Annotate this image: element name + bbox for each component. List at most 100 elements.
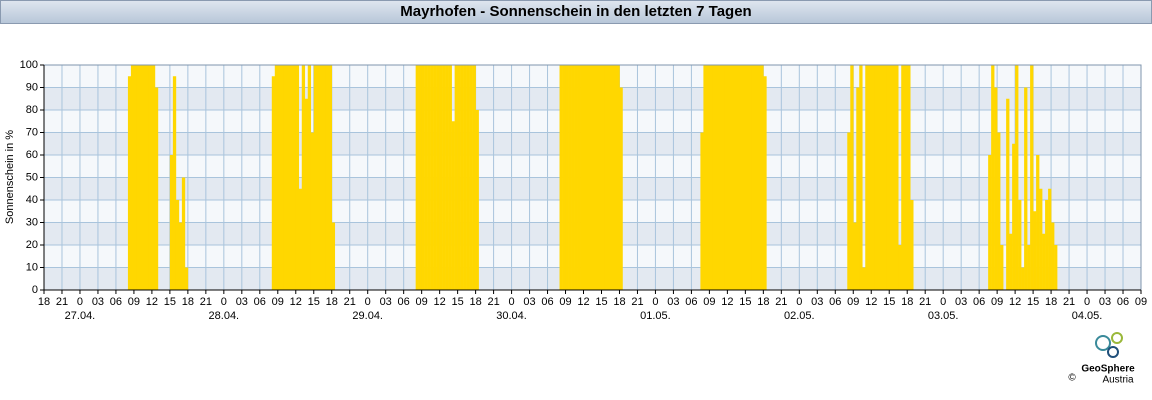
logo-icon — [1111, 332, 1123, 344]
x-tick-label: 12 — [577, 296, 589, 308]
x-tick-label: 06 — [685, 296, 697, 308]
bar — [613, 65, 617, 290]
x-tick-label: 09 — [559, 296, 571, 308]
bar — [421, 65, 425, 290]
bar — [610, 65, 614, 290]
bar — [598, 65, 602, 290]
x-tick-label: 18 — [757, 296, 769, 308]
x-tick-label: 09 — [847, 296, 859, 308]
y-tick-label: 90 — [26, 81, 38, 93]
bar — [601, 65, 605, 290]
bar — [181, 177, 186, 290]
x-tick-label: 0 — [221, 296, 227, 308]
bar — [721, 65, 725, 290]
bar — [988, 155, 992, 290]
y-tick-label: 80 — [26, 104, 38, 116]
bar — [616, 65, 620, 290]
bar — [904, 65, 908, 290]
bar — [280, 65, 285, 290]
bar — [589, 65, 593, 290]
bar — [436, 65, 440, 290]
y-tick-label: 100 — [20, 59, 38, 71]
bar — [1021, 267, 1025, 290]
y-tick-label: 60 — [26, 149, 38, 161]
bar — [727, 65, 731, 290]
bar — [730, 65, 734, 290]
bar — [619, 87, 623, 290]
bar — [898, 245, 902, 290]
bar — [874, 65, 878, 290]
y-tick-label: 50 — [26, 171, 38, 183]
bar — [445, 65, 449, 290]
bar — [604, 65, 608, 290]
bar — [880, 65, 884, 290]
bar — [760, 65, 764, 290]
bar — [1018, 200, 1022, 290]
bar — [1012, 143, 1016, 290]
x-tick-label: 12 — [865, 296, 877, 308]
bar — [169, 155, 174, 290]
bar — [991, 65, 995, 290]
x-tick-label: 09 — [272, 296, 284, 308]
x-tick-label: 06 — [829, 296, 841, 308]
bar — [418, 65, 422, 290]
bar — [304, 98, 309, 290]
x-tick-label: 12 — [1009, 296, 1021, 308]
logo-icon — [1095, 335, 1111, 351]
x-tick-label: 21 — [1063, 296, 1075, 308]
x-tick-label: 15 — [1027, 296, 1039, 308]
x-tick-label: 18 — [901, 296, 913, 308]
x-tick-label: 18 — [182, 296, 194, 308]
bar — [1042, 233, 1046, 290]
bar — [313, 65, 318, 290]
bar — [460, 65, 464, 290]
bar — [568, 65, 572, 290]
date-label: 02.05. — [784, 310, 815, 322]
copyright: © — [1068, 373, 1076, 384]
bar — [763, 76, 767, 290]
bar — [886, 65, 890, 290]
x-tick-label: 15 — [739, 296, 751, 308]
date-label: 28.04. — [209, 310, 240, 322]
y-tick-label: 30 — [26, 216, 38, 228]
x-tick-label: 18 — [326, 296, 338, 308]
bar — [739, 65, 743, 290]
bar — [580, 65, 584, 290]
bar — [847, 132, 851, 290]
bar — [742, 65, 746, 290]
bar — [1039, 188, 1043, 290]
y-tick-label: 10 — [26, 261, 38, 273]
x-tick-label: 03 — [523, 296, 535, 308]
y-tick-label: 70 — [26, 126, 38, 138]
x-tick-label: 06 — [398, 296, 410, 308]
bar — [1000, 245, 1004, 290]
x-tick-label: 21 — [775, 296, 787, 308]
x-tick-label: 0 — [509, 296, 515, 308]
bar — [853, 222, 857, 290]
bar — [472, 65, 476, 290]
x-tick-label: 0 — [365, 296, 371, 308]
x-tick-label: 0 — [1084, 296, 1090, 308]
y-tick-label: 20 — [26, 239, 38, 251]
bar — [733, 65, 737, 290]
x-tick-label: 09 — [1135, 296, 1147, 308]
x-tick-label: 12 — [721, 296, 733, 308]
bar — [1036, 155, 1040, 290]
x-tick-label: 18 — [38, 296, 50, 308]
x-tick-label: 21 — [919, 296, 931, 308]
bar — [1051, 222, 1055, 290]
bar — [748, 65, 752, 290]
bar — [1030, 65, 1034, 290]
bar — [562, 65, 566, 290]
bar — [457, 65, 461, 290]
x-tick-label: 21 — [344, 296, 356, 308]
x-tick-label: 15 — [308, 296, 320, 308]
bar — [859, 65, 863, 290]
x-tick-label: 0 — [940, 296, 946, 308]
bar — [439, 65, 443, 290]
bar — [718, 65, 722, 290]
logo — [1095, 332, 1123, 358]
bar — [712, 65, 716, 290]
x-tick-label: 06 — [254, 296, 266, 308]
